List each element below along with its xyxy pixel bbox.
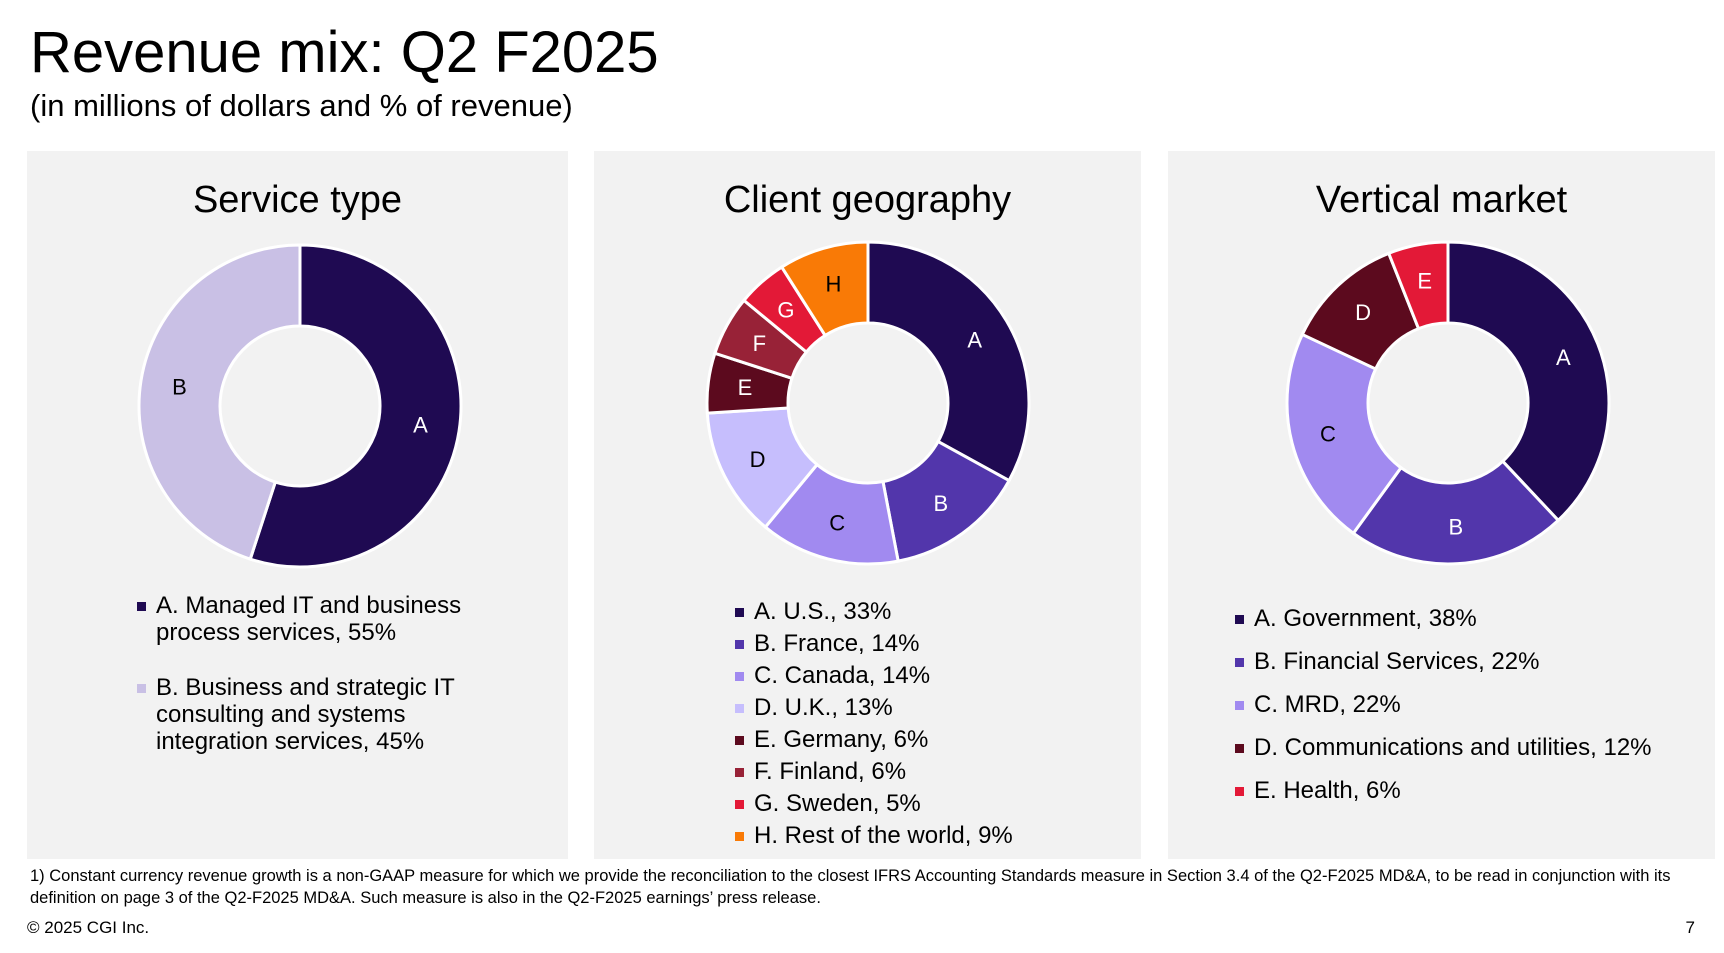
chart-title: Client geography: [723, 179, 1012, 221]
legend-item-b: B. Financial Services, 22%: [1235, 640, 1705, 683]
legend-text: B. Business and strategic IT: [156, 674, 455, 701]
legend-service-type: A. Managed IT and business process servic…: [137, 592, 567, 755]
legend-text: B. Financial Services, 22%: [1254, 648, 1540, 675]
legend-swatch: [735, 832, 744, 841]
slice-label-f: F: [753, 331, 766, 356]
legend-swatch: [1235, 787, 1244, 796]
legend-text: D. Communications and utilities, 12%: [1254, 734, 1652, 761]
legend-text: C. Canada, 14%: [754, 662, 931, 689]
page-number: 7: [1685, 918, 1695, 937]
slice-label-b: B: [1448, 514, 1463, 539]
slice-label-c: C: [829, 511, 845, 536]
donut-slice-a: [1446, 240, 1611, 523]
legend-text: A. Managed IT and business: [156, 592, 462, 619]
slice-label-b: B: [934, 491, 949, 516]
legend-item-c: C. Canada, 14%: [735, 660, 1135, 692]
legend-swatch: [1235, 744, 1244, 753]
slice-label-a: A: [1556, 345, 1571, 370]
page-subtitle: (in millions of dollars and % of revenue…: [30, 88, 573, 123]
chart-title: Service type: [192, 179, 403, 221]
legend-client-geography: A. U.S., 33% B. France, 14% C. Canada, 14%…: [735, 596, 1135, 852]
legend-swatch: [735, 768, 744, 777]
legend-item-h: H. Rest of the world, 9%: [735, 820, 1135, 852]
legend-item-f: F. Finland, 6%: [735, 756, 1135, 788]
legend-item-e: E. Germany, 6%: [735, 724, 1135, 756]
legend-swatch: [1235, 615, 1244, 624]
legend-text: F. Finland, 6%: [754, 758, 907, 785]
legend-swatch: [1235, 658, 1244, 667]
legend-item-c: C. MRD, 22%: [1235, 683, 1705, 726]
donut-slice-e: [1386, 240, 1450, 331]
legend-swatch: [735, 800, 744, 809]
legend-text: E. Health, 6%: [1254, 777, 1401, 804]
legend-swatch: [137, 602, 146, 611]
donut-slice-a: [248, 243, 463, 569]
donut-slice-h: [779, 240, 870, 338]
legend-text: C. MRD, 22%: [1254, 691, 1401, 718]
legend-text: G. Sweden, 5%: [754, 790, 921, 817]
donut-slice-c: [1285, 332, 1404, 536]
legend-vertical-market: A. Government, 38% B. Financial Services,…: [1235, 597, 1705, 812]
legend-item-e: E. Health, 6%: [1235, 769, 1705, 812]
legend-text: A. U.S., 33%: [754, 598, 892, 625]
legend-item-b: B. France, 14%: [735, 628, 1135, 660]
legend-text: integration services, 45%: [156, 728, 425, 755]
page-title: Revenue mix: Q2 F2025: [30, 20, 659, 85]
legend-item-b: B. Business and strategic IT consulting a…: [137, 674, 567, 755]
legend-text: H. Rest of the world, 9%: [754, 822, 1013, 849]
slice-label-c: C: [1320, 421, 1336, 446]
legend-swatch: [735, 736, 744, 745]
donut-chart-vertical-market: A B C D E: [1285, 240, 1611, 566]
legend-swatch: [137, 684, 146, 693]
chart-panel-vertical-market: Vertical market A B C D E A. Government, 38%…: [1168, 151, 1715, 859]
legend-item-d: D. U.K., 13%: [735, 692, 1135, 724]
donut-slice-b: [137, 243, 302, 562]
legend-text: E. Germany, 6%: [754, 726, 929, 753]
slice-label-a: A: [413, 413, 428, 438]
slice-label-d: D: [1355, 300, 1371, 325]
donut-chart-client-geography: A B C D EFG H: [705, 240, 1031, 566]
legend-text: D. U.K., 13%: [754, 694, 893, 721]
legend-swatch: [735, 704, 744, 713]
legend-text: process services, 55%: [156, 619, 397, 646]
legend-item-d: D. Communications and utilities, 12%: [1235, 726, 1705, 769]
legend-swatch: [735, 640, 744, 649]
slice-label-g: G: [777, 297, 794, 322]
slice-label-e: E: [738, 375, 753, 400]
slice-label-b: B: [172, 374, 187, 399]
slice-label-d: D: [750, 447, 766, 472]
legend-item-a: A. Government, 38%: [1235, 597, 1705, 640]
legend-text: A. Government, 38%: [1254, 605, 1477, 632]
donut-chart-service-type: AB: [137, 243, 463, 569]
footnote: 1) Constant currency revenue growth is a…: [30, 867, 1671, 907]
legend-text: B. France, 14%: [754, 630, 920, 657]
legend-swatch: [735, 608, 744, 617]
donut-slice-a: [866, 240, 1031, 483]
donut-slice-b: [1351, 459, 1561, 566]
copyright: © 2025 CGI Inc.: [27, 918, 150, 937]
legend-item-g: G. Sweden, 5%: [735, 788, 1135, 820]
legend-text: consulting and systems: [156, 701, 406, 728]
legend-swatch: [1235, 701, 1244, 710]
slice-label-e: E: [1417, 269, 1432, 294]
slice-label-a: A: [967, 327, 982, 352]
legend-item-a: A. Managed IT and business process servic…: [137, 592, 567, 646]
legend-item-a: A. U.S., 33%: [735, 596, 1135, 628]
chart-title: Vertical market: [1315, 179, 1568, 221]
slice-label-h: H: [825, 271, 841, 296]
legend-swatch: [735, 672, 744, 681]
